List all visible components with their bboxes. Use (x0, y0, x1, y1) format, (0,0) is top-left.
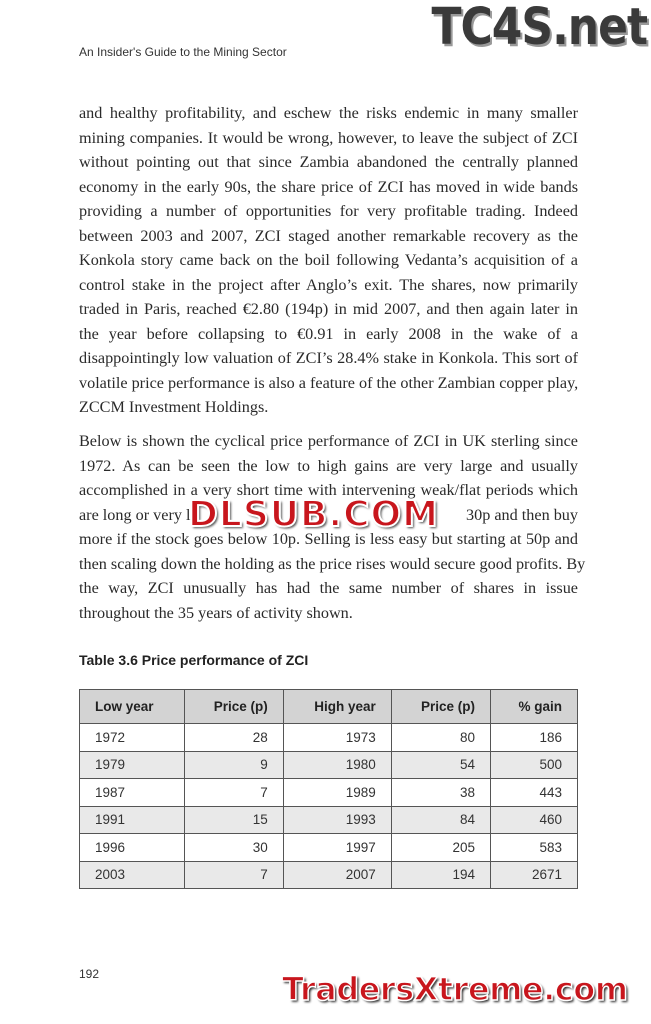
text-line: more if the stock goes below 10p. Sellin… (79, 530, 578, 548)
watermark-logo-middle: DLSUB.COM (187, 493, 439, 536)
table-cell: 500 (489, 750, 579, 779)
table-cell: 1980 (282, 750, 392, 779)
running-head: An Insider's Guide to the Mining Sector (79, 45, 287, 59)
header-gain: % gain (489, 689, 579, 724)
table-cell: 7 (183, 860, 284, 889)
table-cell: 80 (390, 723, 491, 752)
text-line: accomplished in a very short time with i… (79, 481, 578, 499)
table-cell: 583 (489, 833, 579, 862)
text-line: providing a number of opportunities for … (79, 202, 578, 220)
table-cell: 1993 (282, 805, 392, 834)
price-performance-table: Low year Price (p) High year Price (p) %… (79, 689, 579, 889)
table-row: 1991 15 1993 84 460 (79, 805, 579, 834)
table-row: 1979 9 1980 54 500 (79, 750, 579, 779)
table-cell: 1991 (79, 805, 185, 834)
text-line: the year before collapsing to €0.91 in e… (79, 324, 578, 343)
table-cell: 1972 (79, 723, 185, 752)
table-cell: 2007 (282, 860, 392, 889)
text-line: disappointingly low valuation of ZCI’s 2… (79, 349, 578, 367)
table-row: 1987 7 1989 38 443 (79, 778, 579, 807)
text-line: economy in the early 90s, the share pric… (79, 177, 578, 196)
table-cell: 205 (390, 833, 491, 862)
table-cell: 54 (390, 750, 491, 779)
text-line: then scaling down the holding as the pri… (79, 554, 586, 573)
header-low-price: Price (p) (183, 689, 284, 724)
text-line: control stake in the project after Anglo… (79, 275, 578, 294)
table-cell: 186 (489, 723, 579, 752)
table-caption: Table 3.6 Price performance of ZCI (79, 652, 309, 668)
text-line: Konkola story came back on the boil foll… (79, 251, 578, 269)
text-line: without pointing out that since Zambia a… (79, 153, 578, 171)
text-fragment: are long or very l (79, 505, 191, 524)
table-header-row: Low year Price (p) High year Price (p) %… (79, 689, 579, 724)
text-line: volatile price performance is also a fea… (79, 373, 579, 392)
table-row: 1996 30 1997 205 583 (79, 833, 579, 862)
text-line: throughout the 35 years of activity show… (79, 603, 353, 622)
table-cell: 1987 (79, 778, 185, 807)
table-row: 2003 7 2007 194 2671 (79, 860, 579, 889)
watermark-logo-top: TC4S.net (431, 0, 648, 57)
table-cell: 194 (390, 860, 491, 889)
table-cell: 2671 (489, 860, 579, 889)
table-cell: 15 (183, 805, 284, 834)
page-number: 192 (79, 967, 100, 981)
table-cell: 443 (489, 778, 579, 807)
text-line: mining companies. It would be wrong, how… (79, 128, 578, 147)
text-fragment: 30p and then buy (466, 505, 578, 524)
text-line: between 2003 and 2007, ZCI staged anothe… (79, 226, 578, 245)
text-line: 1972. As can be seen the low to high gai… (79, 456, 578, 475)
text-line: the way, ZCI unusually has had the same … (79, 579, 578, 597)
paragraph-2: Below is shown the cyclical price perfor… (79, 429, 586, 625)
table-cell: 1997 (282, 833, 392, 862)
table-cell: 1989 (282, 778, 392, 807)
table-cell: 38 (390, 778, 491, 807)
header-low-year: Low year (79, 689, 185, 724)
paragraph-1: and healthy profitability, and eschew th… (79, 101, 578, 420)
table-row: 1972 28 1973 80 186 (79, 723, 579, 752)
text-line: Below is shown the cyclical price perfor… (79, 432, 578, 450)
table-cell: 1973 (282, 723, 392, 752)
table-cell: 1996 (79, 833, 185, 862)
text-line: and healthy profitability, and eschew th… (79, 104, 578, 122)
table-cell: 7 (183, 778, 284, 807)
text-line: traded in Paris, reached €2.80 (194p) in… (79, 300, 578, 318)
table-cell: 28 (183, 723, 284, 752)
table-cell: 30 (183, 833, 284, 862)
table-cell: 9 (183, 750, 284, 779)
table-cell: 2003 (79, 860, 185, 889)
header-high-year: High year (282, 689, 392, 724)
header-high-price: Price (p) (390, 689, 491, 724)
table-cell: 84 (390, 805, 491, 834)
watermark-logo-bottom: TradersXtreme.com (281, 969, 629, 1009)
table-cell: 1979 (79, 750, 185, 779)
text-line: ZCCM Investment Holdings. (79, 398, 269, 416)
table-cell: 460 (489, 805, 579, 834)
text-line: are long or very l 30p and then buy (79, 503, 578, 528)
